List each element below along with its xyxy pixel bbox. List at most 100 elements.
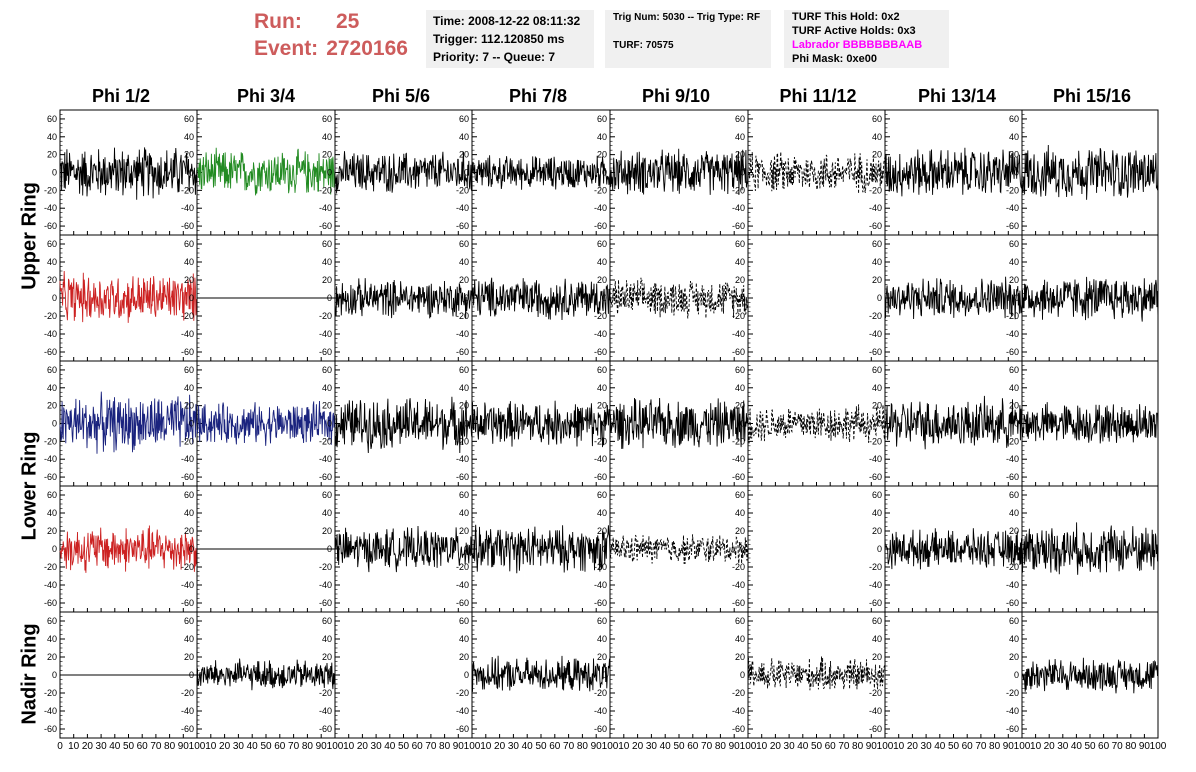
y-tick-label: 60 — [872, 616, 882, 626]
y-tick-label: -40 — [1006, 706, 1019, 716]
y-tick-label: 40 — [459, 383, 469, 393]
y-tick-label: 0 — [740, 544, 745, 554]
waveform-trace — [609, 148, 749, 196]
y-tick-label: -20 — [594, 311, 607, 321]
y-tick-label: 20 — [459, 401, 469, 411]
waveform-trace — [609, 534, 749, 565]
y-tick-label: 40 — [47, 257, 57, 267]
y-tick-label: 0 — [877, 293, 882, 303]
y-tick-label: 0 — [877, 670, 882, 680]
y-tick-label: -40 — [1006, 580, 1019, 590]
x-tick-label: 30 — [233, 741, 245, 752]
y-tick-label: 60 — [459, 239, 469, 249]
y-tick-label: -20 — [319, 688, 332, 698]
y-tick-label: 20 — [459, 652, 469, 662]
x-tick-label: 20 — [907, 741, 919, 752]
x-tick-label: 90 — [1003, 741, 1015, 752]
y-tick-label: 20 — [184, 150, 194, 160]
y-tick-label: -20 — [732, 311, 745, 321]
y-tick-label: 0 — [1014, 419, 1019, 429]
y-tick-label: 20 — [1009, 526, 1019, 536]
y-tick-label: -40 — [594, 203, 607, 213]
y-tick-label: -60 — [869, 347, 882, 357]
y-tick-label: -40 — [181, 203, 194, 213]
y-tick-label: 40 — [322, 132, 332, 142]
y-tick-label: 60 — [597, 490, 607, 500]
y-tick-label: 60 — [47, 239, 57, 249]
x-tick-label: 100 — [877, 741, 894, 752]
x-tick-label: 70 — [1112, 741, 1124, 752]
x-tick-label: 40 — [1071, 741, 1083, 752]
y-tick-label: 60 — [735, 616, 745, 626]
y-tick-label: 60 — [322, 239, 332, 249]
x-tick-label: 100 — [189, 741, 206, 752]
y-tick-label: 60 — [1009, 490, 1019, 500]
y-tick-label: -40 — [869, 454, 882, 464]
y-tick-label: 20 — [735, 526, 745, 536]
y-tick-label: -20 — [181, 185, 194, 195]
y-tick-label: -40 — [44, 329, 57, 339]
waveform-trace — [59, 391, 198, 454]
y-tick-label: -60 — [44, 724, 57, 734]
y-tick-label: -60 — [1006, 472, 1019, 482]
y-tick-label: -20 — [869, 436, 882, 446]
y-tick-label: 40 — [184, 132, 194, 142]
y-tick-label: 20 — [1009, 275, 1019, 285]
y-tick-label: 60 — [735, 365, 745, 375]
time-text: Time: 2008-12-22 08:11:32 — [433, 14, 581, 28]
y-tick-label: -40 — [456, 706, 469, 716]
y-tick-label: -40 — [456, 329, 469, 339]
y-tick-label: 40 — [1009, 383, 1019, 393]
y-tick-label: 0 — [52, 419, 57, 429]
y-tick-label: 40 — [872, 383, 882, 393]
y-tick-label: 0 — [189, 544, 194, 554]
y-tick-label: 0 — [52, 544, 57, 554]
y-tick-label: -20 — [44, 185, 57, 195]
x-tick-label: 40 — [247, 741, 259, 752]
y-tick-label: -20 — [181, 688, 194, 698]
x-tick-label: 60 — [962, 741, 974, 752]
y-tick-label: 40 — [47, 508, 57, 518]
y-tick-label: -20 — [732, 185, 745, 195]
x-tick-label: 50 — [398, 741, 410, 752]
y-tick-label: -60 — [732, 724, 745, 734]
trigger-text: Trigger: 112.120850 ms — [433, 32, 565, 46]
y-tick-label: 60 — [184, 365, 194, 375]
event-value: 2720166 — [326, 37, 408, 60]
x-tick-label: 80 — [164, 741, 176, 752]
column-label-phi-7-8: Phi 7/8 — [508, 86, 568, 106]
y-tick-label: -40 — [319, 706, 332, 716]
y-tick-label: 60 — [1009, 114, 1019, 124]
x-tick-label: 30 — [784, 741, 796, 752]
x-tick-label: 80 — [439, 741, 451, 752]
column-label-phi-3-4: Phi 3/4 — [236, 86, 296, 106]
waveform-trace — [334, 151, 473, 194]
y-tick-label: 60 — [872, 114, 882, 124]
y-tick-label: 60 — [872, 490, 882, 500]
y-tick-label: 40 — [322, 257, 332, 267]
y-tick-label: 40 — [597, 634, 607, 644]
y-tick-label: -20 — [869, 562, 882, 572]
x-tick-label: 90 — [316, 741, 328, 752]
y-tick-label: 0 — [327, 670, 332, 680]
y-tick-label: 0 — [189, 670, 194, 680]
y-tick-label: -40 — [732, 454, 745, 464]
run-value: 25 — [336, 10, 360, 33]
y-tick-label: -40 — [319, 580, 332, 590]
y-tick-label: -20 — [44, 562, 57, 572]
y-tick-label: 20 — [459, 150, 469, 160]
waveform-trace — [196, 400, 336, 446]
x-tick-label: 90 — [729, 741, 741, 752]
y-tick-label: 20 — [872, 652, 882, 662]
waveform-trace — [196, 658, 336, 691]
x-tick-label: 20 — [494, 741, 506, 752]
waveform-trace — [747, 151, 886, 194]
y-tick-label: -20 — [1006, 562, 1019, 572]
y-tick-label: -60 — [732, 598, 745, 608]
y-tick-label: 40 — [184, 508, 194, 518]
y-tick-label: 60 — [597, 114, 607, 124]
x-tick-label: 100 — [602, 741, 619, 752]
y-tick-label: 20 — [322, 526, 332, 536]
y-tick-label: 40 — [735, 634, 745, 644]
y-tick-label: -60 — [44, 347, 57, 357]
